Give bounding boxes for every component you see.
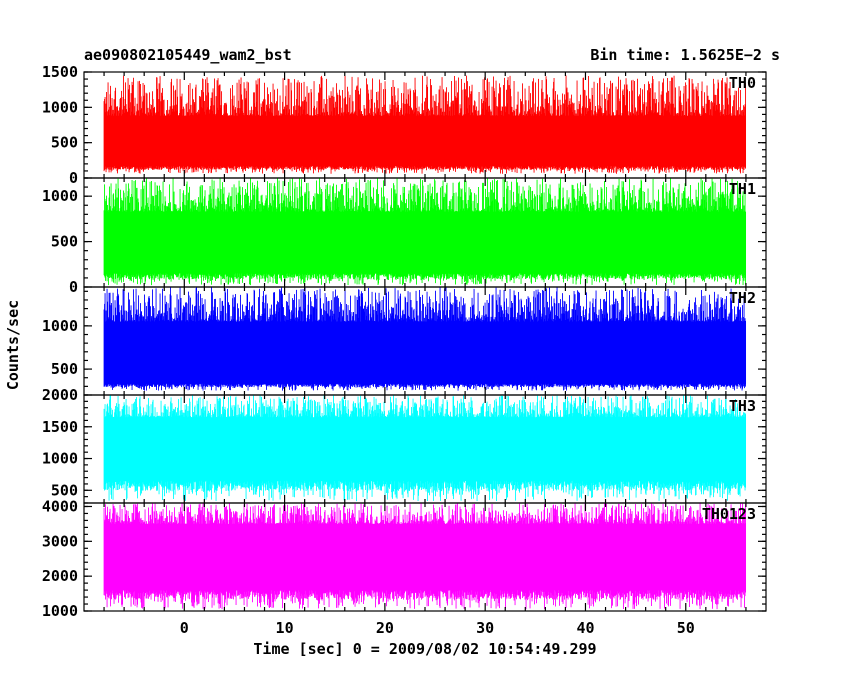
series-trace-th0123 (103, 503, 747, 610)
series-trace-th0 (103, 75, 747, 174)
y-tick-label: 1000 (42, 602, 78, 620)
series-trace-th2 (103, 287, 747, 391)
panel-name-label: TH1 (729, 180, 756, 198)
y-tick-label: 4000 (42, 497, 78, 515)
bin-time-label: Bin time: 1.5625E−2 s (590, 46, 780, 64)
panel-name-label: TH2 (729, 289, 756, 307)
x-tick-label: 0 (180, 619, 189, 637)
y-tick-label: 1000 (42, 317, 78, 335)
y-tick-label: 2000 (42, 386, 78, 404)
y-tick-label: 500 (51, 134, 78, 152)
x-tick-label: 10 (276, 619, 294, 637)
panel-name-label: TH0123 (702, 505, 756, 523)
y-tick-label: 1500 (42, 63, 78, 81)
y-tick-label: 0 (69, 278, 78, 296)
y-tick-label: 1000 (42, 98, 78, 116)
file-label: ae090802105449_wam2_bst (84, 46, 292, 64)
panel-th0123: 1000 2000 3000 4000 TH0123 (42, 497, 767, 620)
series-trace-th3 (103, 395, 747, 502)
series-trace-th1 (103, 178, 747, 286)
y-tick-label: 1000 (42, 450, 78, 468)
panel-th3: 500 1000 1500 2000 TH3 (42, 386, 767, 504)
y-tick-label: 2000 (42, 567, 78, 585)
x-axis-label: Time [sec] 0 = 2009/08/02 10:54:49.299 (253, 640, 596, 658)
y-tick-label: 0 (69, 169, 78, 187)
x-tick-label: 30 (476, 619, 494, 637)
y-tick-label: 3000 (42, 532, 78, 550)
y-tick-label: 1500 (42, 418, 78, 436)
panel-th2: 500 1000 TH2 (42, 286, 767, 396)
panel-name-label: TH3 (729, 397, 756, 415)
panel-th0: 0 500 1000 1500 TH0 (42, 63, 767, 187)
panel-name-label: TH0 (729, 74, 756, 92)
y-tick-label: 500 (51, 360, 78, 378)
y-tick-label: 1000 (42, 187, 78, 205)
x-tick-label: 40 (576, 619, 594, 637)
panel-th1: 0 500 1000 TH1 (42, 177, 767, 296)
y-axis-label: Counts/sec (4, 300, 22, 390)
y-tick-label: 500 (51, 481, 78, 499)
x-tick-label: 20 (376, 619, 394, 637)
y-tick-label: 500 (51, 233, 78, 251)
x-tick-label: 50 (677, 619, 695, 637)
